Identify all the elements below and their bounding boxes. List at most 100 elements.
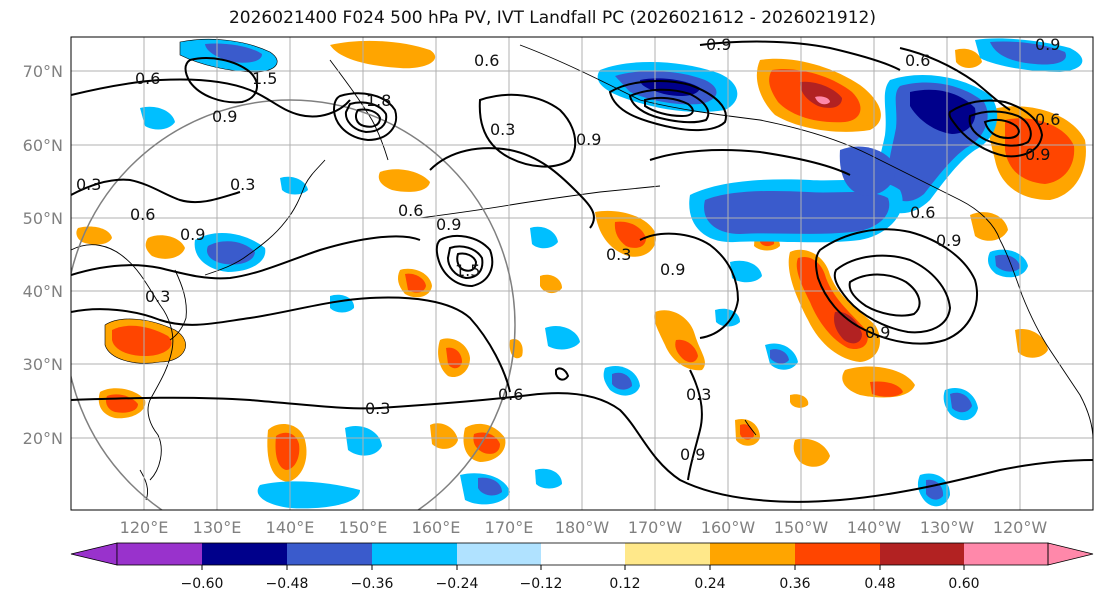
contour-line bbox=[71, 78, 351, 118]
contour-label: 0.6 bbox=[905, 51, 930, 70]
fill-patch bbox=[530, 226, 558, 249]
contour-label: 0.6 bbox=[135, 69, 160, 88]
lon-label: 170°W bbox=[628, 518, 683, 537]
fill-patch bbox=[614, 221, 646, 248]
fill-patch bbox=[145, 235, 185, 259]
contour-label: 0.9 bbox=[180, 225, 205, 244]
colorbar: −0.60 −0.48 −0.36 −0.24 −0.12 0.12 0.24 … bbox=[70, 542, 1094, 592]
colorbar-segment bbox=[880, 543, 964, 565]
contour-label: 0.9 bbox=[436, 215, 461, 234]
contour-line bbox=[644, 96, 694, 118]
contour-line bbox=[344, 101, 388, 134]
lon-label: 150°E bbox=[339, 518, 388, 537]
contour-line bbox=[687, 369, 703, 481]
fill-patch bbox=[990, 41, 1066, 65]
longitude-labels: 120°E 130°E 140°E 150°E 160°E 170°E 180°… bbox=[120, 518, 1048, 537]
colorbar-tick-label: 0.48 bbox=[864, 576, 895, 592]
contour-line bbox=[699, 40, 901, 71]
contour-line bbox=[628, 88, 710, 124]
contour-label: 0.9 bbox=[706, 35, 731, 54]
contour-line bbox=[649, 149, 851, 176]
fill-patch bbox=[970, 212, 1008, 241]
fill-patch bbox=[950, 392, 972, 413]
colorbar-segment bbox=[625, 543, 710, 565]
lon-label: 140°E bbox=[266, 518, 315, 537]
coastline-hawaii bbox=[744, 419, 757, 436]
colorbar-tick-label: 0.24 bbox=[694, 576, 725, 592]
colorbar-tick-label: −0.12 bbox=[520, 576, 563, 592]
colorbar-tick-label: −0.48 bbox=[266, 576, 309, 592]
lat-label: 60°N bbox=[23, 136, 63, 155]
contour-line bbox=[71, 178, 241, 204]
coastline-japan bbox=[204, 159, 326, 276]
contour-line bbox=[435, 234, 494, 288]
coastline-korea bbox=[169, 269, 187, 341]
fill-patch bbox=[535, 468, 562, 489]
pv-contours bbox=[71, 40, 1093, 503]
fill-patch bbox=[910, 89, 976, 134]
contour-label: 0.3 bbox=[365, 399, 390, 418]
fill-patch bbox=[870, 381, 903, 397]
fill-patch bbox=[446, 347, 462, 369]
fill-patch bbox=[257, 481, 360, 509]
map-border bbox=[70, 36, 1094, 511]
fill-patch bbox=[800, 81, 842, 108]
fill-patch bbox=[545, 325, 580, 350]
fill-patch bbox=[275, 432, 300, 470]
colorbar-extend-max bbox=[1047, 542, 1094, 566]
fill-patch bbox=[1005, 118, 1075, 184]
contour-label: 0.3 bbox=[686, 385, 711, 404]
contour-label: 0.3 bbox=[490, 120, 515, 139]
lon-label: 120°E bbox=[120, 518, 169, 537]
fill-patch bbox=[704, 190, 890, 234]
contour-line bbox=[71, 392, 1093, 503]
colorbar-tick-label: 0.60 bbox=[948, 576, 979, 592]
contour-label: 0.6 bbox=[910, 203, 935, 222]
contour-label: 1.8 bbox=[366, 91, 391, 110]
contour-line bbox=[848, 273, 921, 317]
contour-label: 0.3 bbox=[145, 287, 170, 306]
contour-line bbox=[446, 245, 484, 280]
contour-label: 0.6 bbox=[498, 385, 523, 404]
contour-label: 0.3 bbox=[76, 175, 101, 194]
latitude-labels: 70°N 60°N 50°N 40°N 30°N 20°N bbox=[23, 62, 63, 448]
fill-patch bbox=[330, 40, 436, 69]
lon-label: 130°E bbox=[193, 518, 242, 537]
contour-label: 0.9 bbox=[212, 107, 237, 126]
fill-patch bbox=[995, 254, 1020, 272]
colorbar-extend-min bbox=[70, 542, 118, 566]
fill-patch bbox=[730, 260, 762, 283]
lon-label: 130°W bbox=[920, 518, 975, 537]
contour-label: 0.9 bbox=[1035, 35, 1060, 54]
contour-line bbox=[968, 110, 1032, 147]
lon-label: 170°E bbox=[485, 518, 534, 537]
contour-label: 0.3 bbox=[606, 245, 631, 264]
contour-line bbox=[71, 296, 511, 393]
contour-label: 0.6 bbox=[130, 205, 155, 224]
lat-label: 20°N bbox=[23, 429, 63, 448]
contour-labels: 0.9 0.6 1.5 1.8 0.9 0.6 0.3 0.9 0.6 0.3 … bbox=[76, 35, 1060, 464]
coastline-asia bbox=[71, 244, 174, 481]
colorbar-segment bbox=[287, 543, 372, 565]
fill-patch bbox=[112, 325, 172, 356]
contour-label: 0.9 bbox=[865, 323, 890, 342]
colorbar-segment bbox=[372, 543, 457, 565]
lat-label: 30°N bbox=[23, 355, 63, 374]
colorbar-segment bbox=[795, 543, 880, 565]
coastlines bbox=[71, 44, 1093, 501]
contour-line bbox=[948, 99, 1044, 158]
colorbar-tick-label: 0.36 bbox=[779, 576, 810, 592]
colorbar-frame bbox=[116, 542, 1049, 566]
colorbar-segment bbox=[202, 543, 287, 565]
fill-patch bbox=[790, 394, 809, 408]
fill-patch bbox=[405, 273, 426, 293]
contour-label: 0.6 bbox=[1035, 110, 1060, 129]
lon-label: 120°W bbox=[993, 518, 1048, 537]
fill-patch bbox=[612, 372, 632, 390]
colorbar-segment bbox=[117, 543, 202, 565]
contour-line bbox=[555, 367, 570, 381]
colorbar-tick-label: 0.12 bbox=[609, 576, 640, 592]
contour-line bbox=[355, 108, 382, 128]
fill-patch bbox=[280, 176, 308, 195]
